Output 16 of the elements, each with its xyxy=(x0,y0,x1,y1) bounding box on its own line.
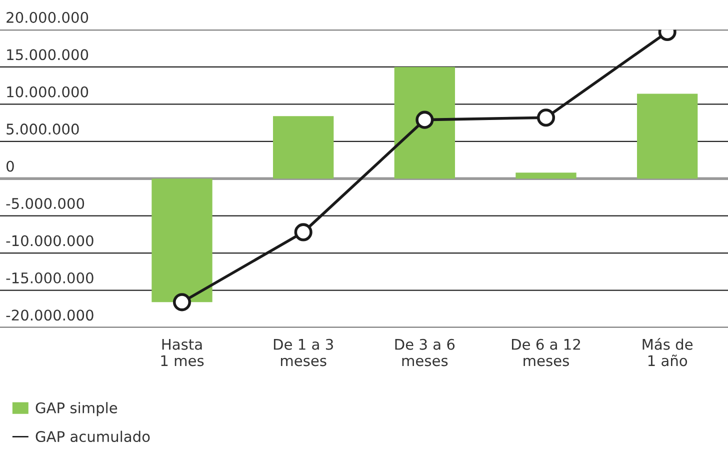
x-tick-label: De 6 a 12 meses xyxy=(512,338,580,366)
y-tick-label: -5.000.000 xyxy=(6,198,84,210)
y-tick-label: -15.000.000 xyxy=(6,272,94,284)
x-tick-label: Más de 1 año xyxy=(642,338,693,366)
legend-label: GAP simple xyxy=(36,402,118,416)
y-tick-label: 0 xyxy=(6,160,14,172)
y-tick-label: 10.000.000 xyxy=(7,86,88,98)
legend-label: GAP acumulado xyxy=(36,430,150,442)
y-tick-label: 15.000.000 xyxy=(7,49,88,60)
y-tick-label: -10.000.000 xyxy=(6,235,94,246)
y-tick-label: -20.000.000 xyxy=(6,310,94,321)
x-tick-label: De 1 a 3 meses xyxy=(274,338,333,366)
y-tick-label: 5.000.000 xyxy=(6,124,79,135)
y-tick-label: 20.000.000 xyxy=(6,12,88,23)
x-tick-label: Hasta 1 mes xyxy=(161,339,204,366)
x-tick-label: De 3 a 6 meses xyxy=(395,338,455,366)
